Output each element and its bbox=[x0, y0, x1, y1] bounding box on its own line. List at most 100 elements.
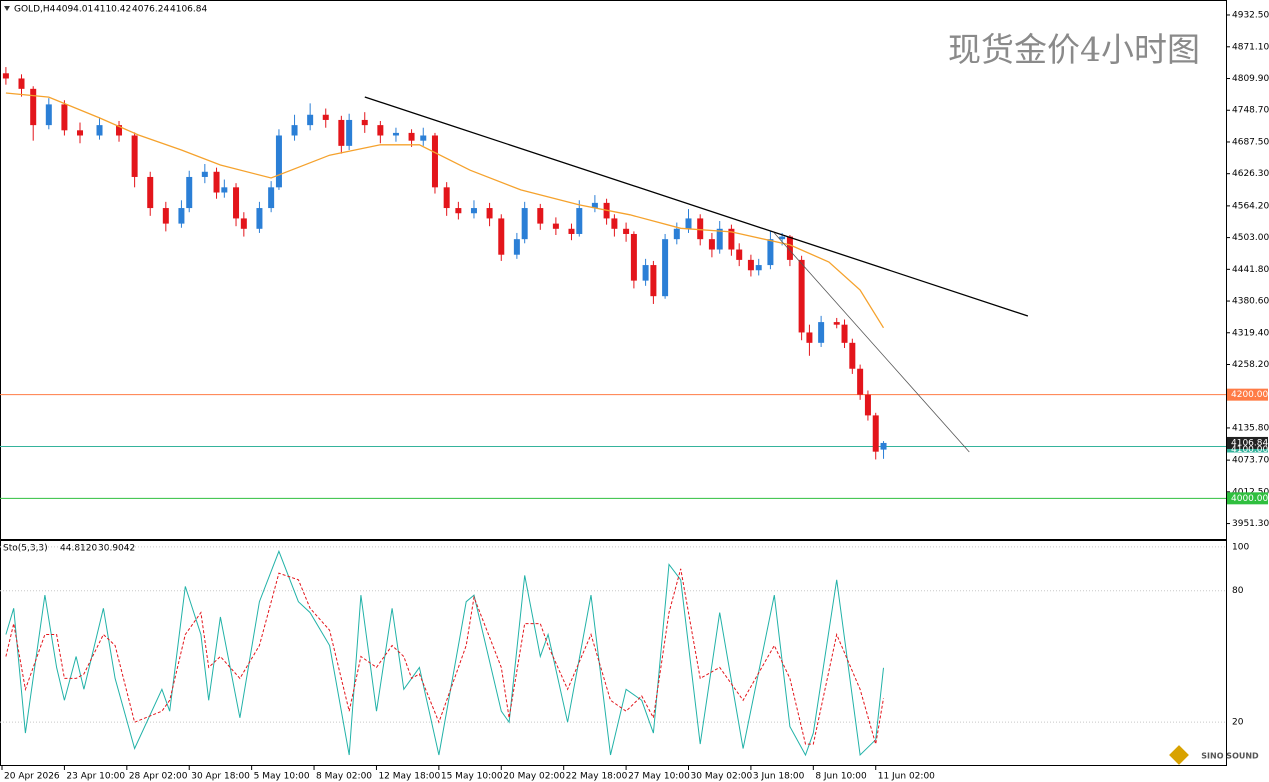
candle-body bbox=[116, 125, 123, 136]
candle-body bbox=[841, 324, 848, 343]
candle-body bbox=[443, 187, 450, 209]
candle-body bbox=[864, 394, 871, 416]
candle-body bbox=[268, 187, 275, 209]
y-tick-label: 4809.90 bbox=[1232, 74, 1269, 84]
y-tick-label: 4441.80 bbox=[1232, 265, 1269, 275]
candle-body bbox=[30, 88, 37, 126]
candle-body bbox=[291, 125, 298, 136]
y-tick-label: 4748.70 bbox=[1232, 106, 1269, 116]
level-label: 4100.00 bbox=[1231, 445, 1268, 455]
candle-body bbox=[420, 135, 427, 141]
candle-body bbox=[623, 228, 630, 234]
level-box bbox=[1227, 388, 1268, 401]
candle-body bbox=[880, 442, 887, 450]
candle-body bbox=[431, 135, 438, 188]
candle-body bbox=[2, 73, 9, 79]
x-tick-label: 23 Apr 10:00 bbox=[66, 772, 125, 782]
candle-body bbox=[833, 322, 840, 325]
moving-average bbox=[5, 92, 885, 329]
candle-body bbox=[685, 218, 692, 229]
x-tick-label: 5 May 10:00 bbox=[254, 772, 310, 782]
candle-body bbox=[630, 233, 637, 281]
candle-body bbox=[736, 249, 743, 260]
candle-body bbox=[786, 236, 793, 260]
candle-body bbox=[818, 322, 825, 343]
candle-body bbox=[552, 223, 559, 229]
candle-body bbox=[673, 228, 680, 240]
symbol-label: GOLD,H4 bbox=[14, 5, 56, 15]
candle-body bbox=[45, 104, 52, 126]
candle-body bbox=[240, 218, 247, 229]
candle-body bbox=[346, 119, 353, 146]
candle-body bbox=[716, 228, 723, 250]
candle-body bbox=[18, 78, 25, 89]
y2-tick-label: 80 bbox=[1232, 586, 1244, 596]
indicator-signal-value: 30.9042 bbox=[98, 544, 135, 554]
header-close: 4106.84 bbox=[170, 5, 207, 15]
level-label: 4200.00 bbox=[1231, 390, 1268, 400]
y2-tick-label: 20 bbox=[1232, 718, 1244, 728]
x-tick-label: 12 May 18:00 bbox=[378, 772, 440, 782]
candle-body bbox=[162, 208, 169, 224]
candle-body bbox=[642, 265, 649, 281]
candle-body bbox=[392, 132, 399, 136]
candle-body bbox=[186, 176, 193, 209]
y-tick-label: 4687.50 bbox=[1232, 137, 1269, 147]
plot-frame bbox=[0, 0, 1227, 766]
candle-body bbox=[201, 171, 208, 177]
y-tick-label: 4626.30 bbox=[1232, 169, 1269, 179]
candle-body bbox=[857, 368, 864, 395]
candle-body bbox=[697, 218, 704, 240]
candle-body bbox=[806, 332, 813, 343]
logo-text: SINO SOUND bbox=[1201, 752, 1259, 761]
candle-body bbox=[307, 114, 314, 126]
x-tick-label: 30 May 02:00 bbox=[691, 772, 753, 782]
trendline bbox=[774, 232, 970, 453]
x-tick-label: 11 Jun 02:00 bbox=[878, 772, 935, 782]
candle-body bbox=[708, 239, 715, 250]
candle-body bbox=[591, 202, 598, 209]
candle-body bbox=[747, 259, 754, 271]
y-tick-label: 4503.00 bbox=[1232, 233, 1269, 243]
x-tick-label: 28 Apr 02:00 bbox=[129, 772, 188, 782]
x-tick-label: 27 May 10:00 bbox=[628, 772, 690, 782]
header-low: 4076.24 bbox=[132, 5, 169, 15]
header-high: 4110.42 bbox=[94, 5, 131, 15]
x-tick-label: 8 Jun 10:00 bbox=[815, 772, 867, 782]
level-label: 4000.00 bbox=[1231, 494, 1268, 504]
candle-body bbox=[486, 208, 493, 219]
candle-body bbox=[361, 119, 368, 126]
level-box bbox=[1227, 492, 1268, 505]
x-tick-label: 22 May 18:00 bbox=[566, 772, 628, 782]
candle-body bbox=[767, 239, 774, 266]
y-tick-label: 4380.60 bbox=[1232, 297, 1269, 307]
candle-body bbox=[779, 236, 786, 240]
x-tick-label: 30 Apr 18:00 bbox=[191, 772, 250, 782]
price-box bbox=[1227, 436, 1268, 449]
candle-body bbox=[662, 239, 669, 297]
candle-body bbox=[338, 119, 345, 146]
candle-body bbox=[872, 415, 879, 452]
candle-body bbox=[537, 208, 544, 224]
candle-body bbox=[408, 132, 415, 141]
candle-body bbox=[576, 208, 583, 234]
y-tick-label: 4564.20 bbox=[1232, 201, 1269, 211]
candle-body bbox=[498, 218, 505, 255]
candle-body bbox=[77, 130, 84, 136]
candle-body bbox=[568, 228, 575, 234]
candle-body bbox=[147, 176, 154, 209]
candle-body bbox=[650, 265, 657, 297]
indicator-label: Sto(5,3,3) bbox=[3, 544, 48, 554]
candle-body bbox=[798, 259, 805, 333]
candle-body bbox=[849, 342, 856, 369]
candle-body bbox=[377, 125, 384, 136]
y-tick-label: 4135.80 bbox=[1232, 423, 1269, 433]
x-tick-label: 8 May 02:00 bbox=[316, 772, 372, 782]
x-tick-label: 20 Apr 2026 bbox=[4, 772, 60, 782]
candle-body bbox=[513, 239, 520, 255]
candle-body bbox=[728, 228, 735, 250]
candle-body bbox=[213, 171, 220, 193]
candle-body bbox=[611, 218, 618, 229]
y-tick-label: 4073.70 bbox=[1232, 456, 1269, 466]
candle-body bbox=[470, 208, 477, 214]
